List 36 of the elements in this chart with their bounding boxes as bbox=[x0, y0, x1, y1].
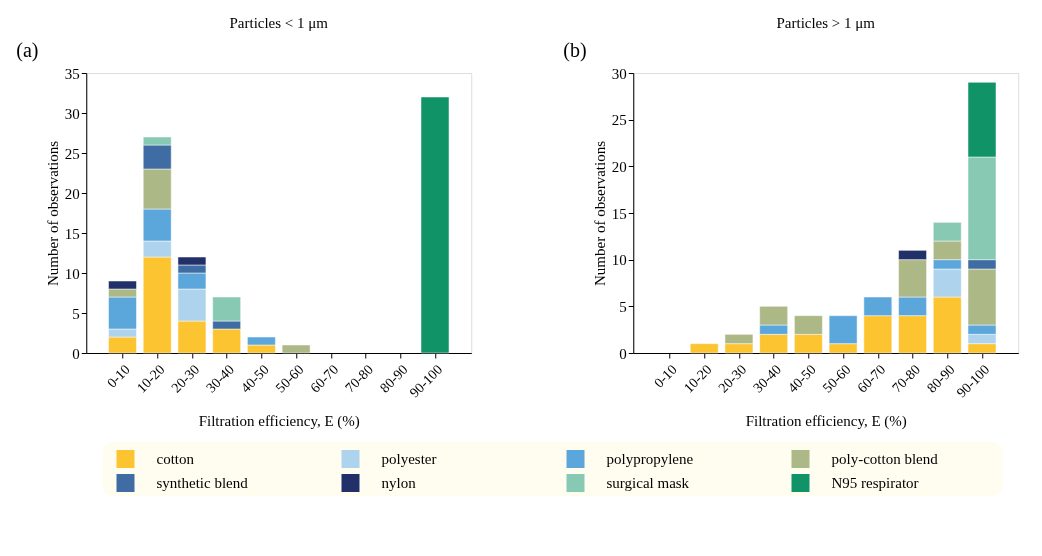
y-tick-label: 5 bbox=[72, 305, 80, 322]
legend-label: nylon bbox=[381, 475, 417, 491]
x-tick-label: 0-10 bbox=[104, 361, 133, 391]
legend-label: polypropylene bbox=[606, 451, 694, 467]
y-tick-label: 15 bbox=[611, 205, 627, 222]
legend-label: N95 respirator bbox=[831, 475, 919, 491]
y-tick-label: 10 bbox=[64, 265, 80, 282]
legend-label: cotton bbox=[156, 451, 195, 467]
y-tick-label: 35 bbox=[64, 65, 80, 82]
x-axis-title: Filtration efficiency, E (%) bbox=[198, 413, 360, 431]
y-tick-label: 25 bbox=[64, 145, 80, 162]
y-tick-label: 30 bbox=[64, 105, 80, 122]
y-tick-label: 10 bbox=[611, 252, 627, 269]
y-tick-label: 20 bbox=[611, 158, 627, 175]
y-tick-label: 15 bbox=[64, 225, 80, 242]
legend-label: poly-cotton blend bbox=[831, 451, 939, 467]
y-tick-label: 20 bbox=[64, 185, 80, 202]
x-tick-label: 0-10 bbox=[651, 361, 680, 391]
y-tick-label: 0 bbox=[619, 345, 627, 362]
legend-label: polyester bbox=[381, 451, 437, 467]
text: (b) bbox=[563, 39, 587, 62]
bar bbox=[689, 343, 719, 354]
chart-title: Particles < 1 μm bbox=[229, 15, 329, 31]
y-tick-label: 25 bbox=[611, 112, 627, 129]
y-axis-title: Number of observations bbox=[591, 140, 608, 286]
bar bbox=[420, 96, 450, 354]
bar bbox=[281, 344, 311, 354]
x-axis-title: Filtration efficiency, E (%) bbox=[745, 413, 907, 431]
y-tick-label: 30 bbox=[611, 65, 627, 82]
y-axis-title: Number of observations bbox=[44, 140, 61, 286]
text: (a) bbox=[16, 39, 39, 62]
legend-label: synthetic blend bbox=[156, 475, 249, 491]
chart-title: Particles > 1 μm bbox=[776, 15, 876, 31]
legend-label: surgical mask bbox=[606, 475, 690, 491]
y-tick-label: 0 bbox=[72, 345, 80, 362]
y-tick-label: 5 bbox=[619, 298, 627, 315]
